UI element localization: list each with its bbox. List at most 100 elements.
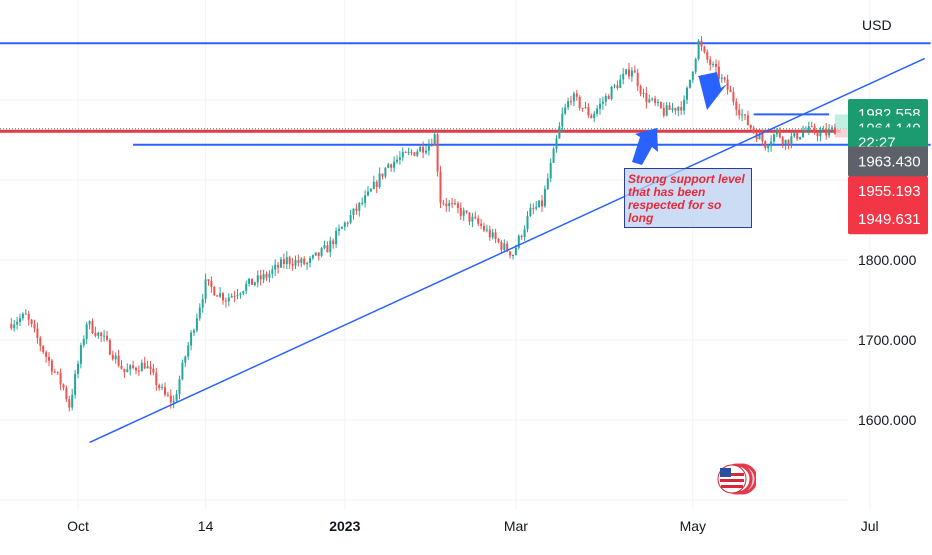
candle-body (601, 101, 604, 104)
candle-body (413, 152, 416, 156)
candle-body (282, 259, 285, 265)
candle-body (259, 275, 262, 280)
candle-body (91, 321, 94, 333)
candle-body (45, 352, 48, 357)
candle-body (683, 99, 686, 111)
candle-body (126, 369, 129, 373)
candle-body (752, 127, 755, 132)
candle-body (242, 291, 245, 294)
candle-body (770, 141, 773, 147)
candle-body (24, 313, 27, 315)
candle-body (320, 248, 323, 257)
candle-body (436, 134, 439, 172)
candle-body (802, 131, 804, 137)
candle-body (288, 257, 291, 264)
candle-body (227, 297, 230, 302)
candle-body (129, 365, 132, 370)
y-tick-label: 1800.000 (858, 252, 917, 268)
price-badge (848, 146, 928, 177)
candle-body (709, 59, 712, 66)
candle-body (816, 133, 819, 137)
candle-body (71, 394, 74, 408)
candle-body (422, 146, 425, 153)
candle-body (717, 66, 720, 79)
candle-body (543, 188, 546, 207)
candle-body (746, 115, 749, 125)
x-tick-label: Jul (861, 518, 879, 534)
candle-body (65, 387, 68, 400)
candle-body (645, 92, 648, 103)
candle-body (10, 324, 13, 329)
candle-body (253, 282, 256, 285)
candle-body (140, 362, 143, 372)
candle-body (813, 126, 816, 134)
us-flag-logo-icon[interactable] (716, 459, 756, 499)
candle-body (833, 127, 836, 135)
arrow-up-icon[interactable] (632, 128, 658, 165)
candle-body (381, 173, 384, 177)
candle-body (74, 373, 77, 395)
candle-body (245, 283, 248, 292)
candle-body (590, 115, 593, 119)
candles (10, 35, 836, 412)
candle-body (230, 295, 233, 298)
candle-body (694, 58, 697, 72)
arrows[interactable] (632, 72, 727, 165)
candle-body (485, 229, 488, 231)
candle-body (27, 313, 30, 320)
trend-line[interactable] (89, 57, 926, 444)
candle-body (529, 207, 532, 217)
candle-body (56, 371, 59, 373)
candle-body (784, 139, 787, 144)
candle-body (570, 101, 572, 103)
candle-body (16, 321, 19, 325)
candle-body (607, 96, 610, 100)
candle-body (587, 107, 590, 116)
trend-line-group[interactable] (89, 57, 926, 444)
candle-body (396, 159, 398, 162)
candle-body (106, 335, 108, 341)
candle-body (314, 252, 317, 256)
candle-body (500, 242, 503, 250)
candle-body (648, 99, 651, 103)
stop-loss-zone[interactable] (834, 128, 859, 138)
candle-body (419, 146, 422, 152)
candle-body (729, 89, 732, 93)
candle-body (599, 103, 601, 109)
horizontal-lines[interactable] (0, 42, 931, 146)
candle-body (265, 274, 268, 278)
candle-body (352, 208, 355, 216)
candle-body (787, 139, 790, 145)
x-axis[interactable]: Oct 14 2023 Mar May Jul (67, 518, 879, 534)
candle-body (778, 129, 781, 138)
candle-body (575, 93, 578, 97)
candle-body (277, 264, 280, 268)
arrow-down-icon[interactable] (698, 72, 727, 110)
candle-body (622, 73, 625, 80)
candle-body (332, 240, 335, 245)
candle-body (532, 207, 535, 209)
candle-body (686, 87, 688, 100)
candle-body (822, 129, 825, 132)
candle-body (665, 105, 668, 116)
candle-body (506, 243, 509, 252)
candle-body (224, 300, 227, 302)
candle-body (474, 216, 477, 219)
candle-body (674, 108, 677, 111)
candle-body (59, 372, 62, 385)
candle-body (410, 151, 413, 153)
candle-body (636, 72, 639, 87)
candle-body (662, 107, 665, 116)
candle-body (175, 394, 178, 401)
candle-body (94, 332, 97, 336)
candle-body (149, 366, 152, 369)
y-axis[interactable]: 1600.000 1700.000 1800.000 (858, 252, 917, 428)
x-tick-label: Oct (67, 518, 89, 534)
y-tick-label: 1700.000 (858, 332, 917, 348)
annotation-box[interactable]: Strong support level that has been respe… (624, 168, 752, 228)
currency-label: USD (862, 17, 892, 33)
candle-body (494, 232, 497, 239)
candle-body (271, 269, 274, 274)
